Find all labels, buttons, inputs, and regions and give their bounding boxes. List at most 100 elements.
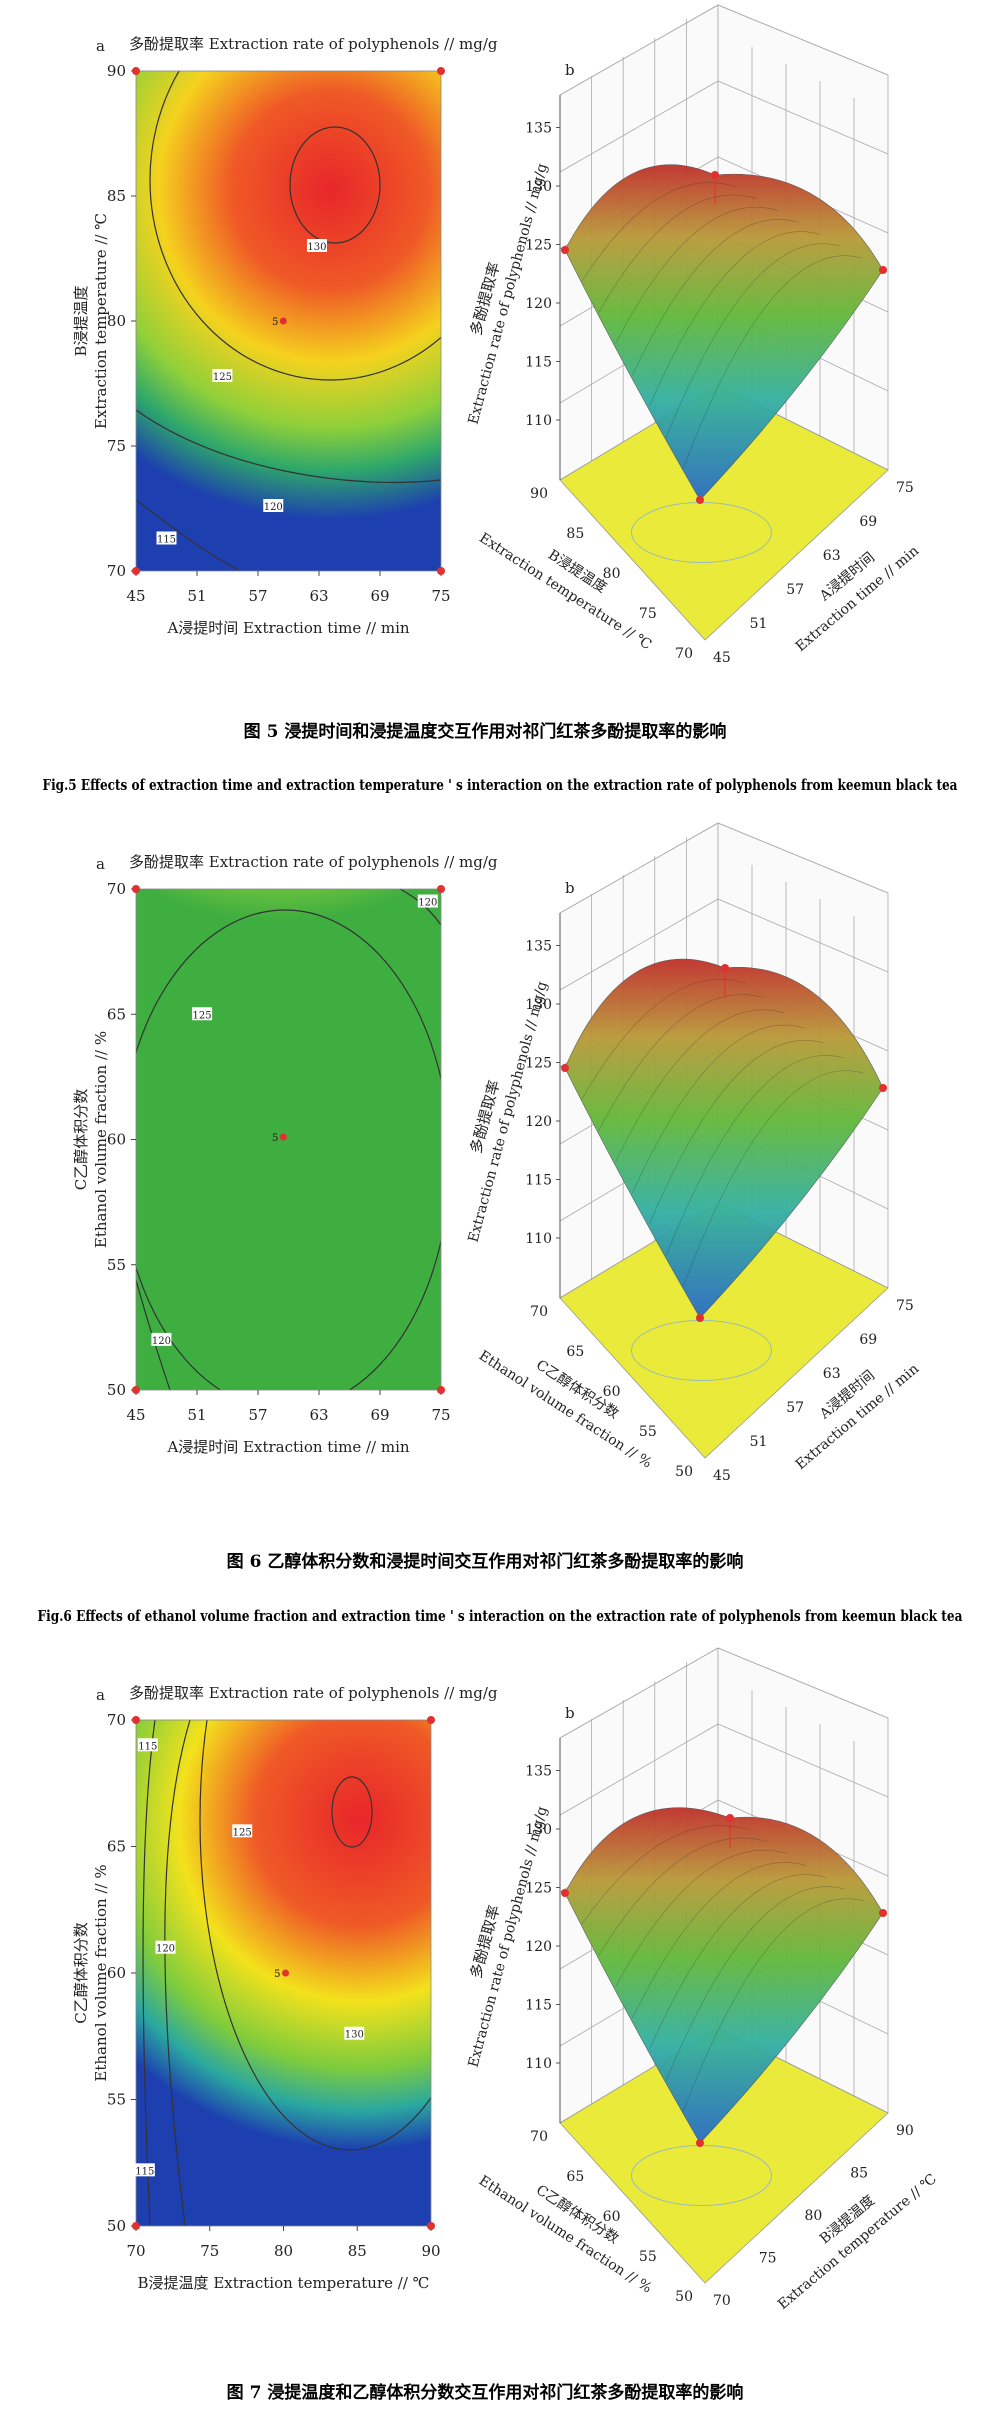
fig7-contour-label: 120 — [156, 1944, 175, 1955]
fig7-panel-a-letter: a — [96, 1686, 105, 1704]
fig5-surface-xtick: 63 — [823, 548, 841, 564]
fig5-surface-mesh — [598, 194, 758, 313]
fig5-surface-mesh — [682, 255, 863, 469]
fig6-surface-mesh — [598, 994, 765, 1131]
fig5-heatmap-field — [136, 71, 441, 571]
fig7-wall-gridline — [559, 1647, 889, 1739]
fig6-heatmap: 120 125 120 5 a 多酚提取率 Extraction rate of pol… — [72, 853, 498, 1456]
fig5-contour-label: 120 — [264, 502, 283, 513]
fig7-surface-ytick: 70 — [530, 2129, 548, 2145]
fig5-surface-ytick: 85 — [566, 526, 584, 542]
fig6-surface-point — [696, 1314, 704, 1322]
fig7-ytick-label: 65 — [107, 1838, 126, 1856]
fig5-ztick-label: 130 — [525, 179, 552, 195]
fig7-ytick-label: 60 — [107, 1964, 126, 1982]
fig7-surface-mesh — [598, 1837, 769, 1956]
fig7-design-point — [427, 1716, 435, 1724]
fig5-xtick-label: 45 — [126, 587, 145, 605]
fig6-design-point — [437, 885, 445, 893]
fig7-contour-label-bg — [155, 1940, 176, 1954]
fig7-heatmap-xlabel: B浸提温度 Extraction temperature // ℃ — [138, 2274, 430, 2292]
fig6-xtick-label: 69 — [370, 1406, 389, 1424]
fig6-response-surface — [564, 958, 884, 1319]
fig6-heatmap-title: 多酚提取率 Extraction rate of polyphenols // … — [129, 853, 498, 871]
fig6-contour-label: 125 — [193, 1010, 212, 1021]
fig5-surface-point — [696, 496, 704, 504]
fig5-surface-xtick: 45 — [713, 650, 731, 666]
fig6-panel-a-letter: a — [96, 855, 105, 873]
fig6-contour-label-bg — [192, 1007, 213, 1021]
fig6-contour-label-bg — [417, 894, 438, 908]
fig7-contour-120 — [164, 1720, 191, 2226]
fig7-ztick-label: 125 — [525, 1881, 552, 1897]
fig7-xtick-label: 85 — [348, 2242, 367, 2260]
fig6-contour-125 — [136, 909, 441, 1390]
fig7-caption-cn: 图 7 浸提温度和乙醇体积分数交互作用对祁门红茶多酚提取率的影响 — [227, 2382, 744, 2403]
fig5-surface-ytick: 70 — [675, 646, 693, 662]
fig6-caption-cn: 图 6 乙醇体积分数和浸提时间交互作用对祁门红茶多酚提取率的影响 — [227, 1551, 744, 1572]
fig7-surface-mesh — [665, 1886, 845, 2081]
fig5-contour-125 — [149, 71, 441, 381]
fig7-surface-ytick: 60 — [603, 2209, 621, 2225]
fig7-ztick-label: 120 — [525, 1939, 552, 1955]
fig5-ytick-label: 75 — [107, 437, 126, 455]
fig5-panel-b-letter: b — [565, 61, 575, 79]
fig5-panel-a-letter: a — [96, 37, 105, 55]
fig5-xtick-label: 51 — [187, 587, 206, 605]
fig5-ztick-label: 135 — [525, 121, 552, 137]
fig7-surface-mesh — [615, 1849, 788, 1987]
fig5-ytick-label: 70 — [107, 562, 126, 580]
fig5-surface-xtick: 69 — [859, 514, 877, 530]
fig7-design-point — [427, 2222, 435, 2230]
fig5-surface-point — [561, 246, 569, 254]
fig5-wall-gridline — [559, 4, 889, 96]
fig7-contour-125 — [199, 1720, 431, 2151]
fig7-surface-mesh — [649, 1874, 826, 2050]
fig6-surface-ytick: 70 — [530, 1304, 548, 1320]
fig6-surface-xtick: 45 — [713, 1468, 731, 1484]
fig6-surface-ytick: 65 — [566, 1344, 584, 1360]
fig6-surface-mesh — [649, 1040, 824, 1225]
fig5-heatmap-ylabel-cn: B浸提温度 — [72, 285, 90, 356]
fig7-heatmap-ylabel-en: Ethanol volume fraction // % — [92, 1864, 110, 2081]
fig5-surface-ytick: 90 — [530, 486, 548, 502]
fig5-xtick-label: 75 — [431, 587, 450, 605]
fig5-heatmap-xlabel: A浸提时间 Extraction time // min — [166, 619, 409, 637]
fig5-surface-xtick: 57 — [786, 582, 804, 598]
fig5-caption-cn: 图 5 浸提时间和浸提温度交互作用对祁门红茶多酚提取率的影响 — [244, 721, 727, 742]
fig7-surface-mesh — [581, 1825, 750, 1925]
fig5-response-surface — [564, 164, 884, 501]
fig7-surface-ytick: 55 — [639, 2249, 657, 2265]
fig7-heatmap: 115 115 120 125 130 5 a 多酚提取率 Extraction rate … — [72, 1684, 498, 2292]
fig5-surface-xtick: 51 — [750, 616, 768, 632]
fig6-xtick-label: 51 — [187, 1406, 206, 1424]
fig5-caption-en: Fig.5 Effects of extraction time and ext… — [43, 777, 959, 794]
fig7-surface-xtick: 90 — [896, 2123, 914, 2139]
fig6-surface-ytick: 55 — [639, 1424, 657, 1440]
fig7-surface-mesh — [632, 1862, 807, 2019]
fig5-xtick-label: 63 — [309, 587, 328, 605]
fig5-surface-mesh — [581, 182, 737, 282]
fig6-surface-xtick: 63 — [823, 1366, 841, 1382]
fig7-surface-point — [879, 1909, 887, 1917]
fig6-ztick-label: 130 — [525, 997, 552, 1013]
fig7-surface-mesh — [682, 1898, 864, 2112]
fig6-ytick-label: 50 — [107, 1381, 126, 1399]
fig5-contour-120 — [136, 409, 441, 484]
fig5-design-point — [437, 567, 445, 575]
fig7-ztick-label: 115 — [525, 1998, 552, 2014]
fig7-xtick-label: 90 — [421, 2242, 440, 2260]
fig5-surface-ytick: 80 — [603, 566, 621, 582]
fig5-contour-130 — [289, 126, 381, 244]
fig5-heatmap-title: 多酚提取率 Extraction rate of polyphenols // … — [129, 35, 498, 53]
fig6-design-point — [132, 885, 140, 893]
fig6-ytick-label: 65 — [107, 1005, 126, 1023]
fig5-contour-label-bg — [306, 239, 327, 252]
fig7-contour-label: 115 — [138, 1741, 157, 1752]
fig6-contour-label-bg — [151, 1332, 172, 1346]
fig5-ztick-label: 125 — [525, 238, 552, 254]
fig6-heatmap-field — [136, 889, 441, 1390]
fig5-surface-mesh — [665, 243, 842, 438]
